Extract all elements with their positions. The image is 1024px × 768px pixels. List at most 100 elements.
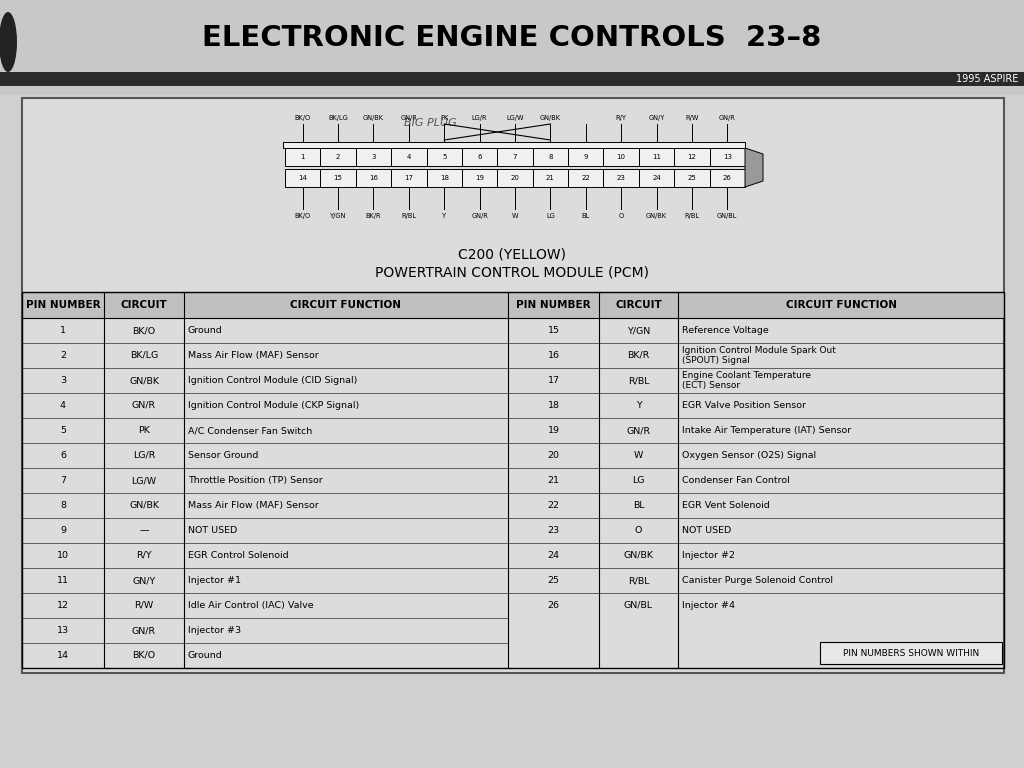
Text: LG: LG <box>632 476 645 485</box>
Bar <box>462 148 498 166</box>
Text: (SPOUT) Signal: (SPOUT) Signal <box>682 356 750 365</box>
Bar <box>639 169 674 187</box>
Bar <box>674 169 710 187</box>
Text: 15: 15 <box>334 175 342 181</box>
Text: 24: 24 <box>548 551 559 560</box>
Text: 2: 2 <box>60 351 66 360</box>
Text: 23: 23 <box>548 526 559 535</box>
Text: BK/O: BK/O <box>295 115 311 121</box>
Text: GN/R: GN/R <box>471 213 488 219</box>
Text: BK/O: BK/O <box>295 213 311 219</box>
Text: Idle Air Control (IAC) Valve: Idle Air Control (IAC) Valve <box>188 601 313 610</box>
Text: BL: BL <box>633 501 644 510</box>
Text: GN/R: GN/R <box>627 426 650 435</box>
Text: PK: PK <box>440 115 449 121</box>
Text: GN/BK: GN/BK <box>540 115 561 121</box>
Text: 26: 26 <box>548 601 559 610</box>
Text: 14: 14 <box>57 651 69 660</box>
Text: GN/Y: GN/Y <box>132 576 156 585</box>
Text: Y: Y <box>442 213 446 219</box>
Text: 25: 25 <box>548 576 559 585</box>
Text: Reference Voltage: Reference Voltage <box>682 326 769 335</box>
Bar <box>639 148 674 166</box>
Text: Engine Coolant Temperature: Engine Coolant Temperature <box>682 371 811 380</box>
Text: PIN NUMBER: PIN NUMBER <box>26 300 100 310</box>
Bar <box>427 169 462 187</box>
Text: BK/R: BK/R <box>628 351 649 360</box>
Text: Injector #3: Injector #3 <box>188 626 241 635</box>
Text: EGR Control Solenoid: EGR Control Solenoid <box>188 551 289 560</box>
Text: EGR Valve Position Sensor: EGR Valve Position Sensor <box>682 401 806 410</box>
Bar <box>462 169 498 187</box>
Text: 12: 12 <box>687 154 696 160</box>
Bar <box>321 169 355 187</box>
Bar <box>22 292 1004 318</box>
Bar <box>498 148 532 166</box>
Text: Ignition Control Module (CID Signal): Ignition Control Module (CID Signal) <box>188 376 357 385</box>
Text: ELECTRONIC ENGINE CONTROLS  23–8: ELECTRONIC ENGINE CONTROLS 23–8 <box>203 24 821 52</box>
Text: BK/O: BK/O <box>132 651 156 660</box>
Text: 5: 5 <box>442 154 446 160</box>
Text: Mass Air Flow (MAF) Sensor: Mass Air Flow (MAF) Sensor <box>188 501 318 510</box>
Bar <box>532 169 568 187</box>
Text: 1: 1 <box>60 326 66 335</box>
Polygon shape <box>745 148 763 187</box>
Text: 16: 16 <box>548 351 559 360</box>
Bar <box>498 169 532 187</box>
Bar <box>391 148 427 166</box>
Bar <box>0 72 1024 86</box>
Bar <box>22 98 1004 673</box>
Text: Mass Air Flow (MAF) Sensor: Mass Air Flow (MAF) Sensor <box>188 351 318 360</box>
Text: CIRCUIT FUNCTION: CIRCUIT FUNCTION <box>785 300 896 310</box>
Text: 15: 15 <box>548 326 559 335</box>
Bar <box>427 148 462 166</box>
Text: 18: 18 <box>548 401 559 410</box>
Text: Condenser Fan Control: Condenser Fan Control <box>682 476 790 485</box>
Text: R/Y: R/Y <box>136 551 152 560</box>
Text: —: — <box>139 526 148 535</box>
Bar <box>532 148 568 166</box>
Text: GN/BL: GN/BL <box>717 213 737 219</box>
Text: 24: 24 <box>652 175 660 181</box>
Bar <box>603 148 639 166</box>
Text: 3: 3 <box>60 376 67 385</box>
Text: 6: 6 <box>477 154 482 160</box>
Text: 17: 17 <box>404 175 414 181</box>
Text: (ECT) Sensor: (ECT) Sensor <box>682 381 740 390</box>
Text: LG/W: LG/W <box>506 115 523 121</box>
Bar <box>674 148 710 166</box>
Bar <box>285 148 321 166</box>
Text: POWERTRAIN CONTROL MODULE (PCM): POWERTRAIN CONTROL MODULE (PCM) <box>375 265 649 279</box>
Text: PK: PK <box>138 426 150 435</box>
Text: R/Y: R/Y <box>615 115 627 121</box>
Text: 25: 25 <box>687 175 696 181</box>
Text: GN/Y: GN/Y <box>648 115 665 121</box>
Text: BIG PLUG: BIG PLUG <box>403 118 457 128</box>
Text: 26: 26 <box>723 175 732 181</box>
Text: 3: 3 <box>372 154 376 160</box>
Text: A/C Condenser Fan Switch: A/C Condenser Fan Switch <box>188 426 312 435</box>
Text: W: W <box>634 451 643 460</box>
Bar <box>710 169 745 187</box>
Text: C200 (YELLOW): C200 (YELLOW) <box>458 248 566 262</box>
Text: Intake Air Temperature (IAT) Sensor: Intake Air Temperature (IAT) Sensor <box>682 426 851 435</box>
Text: BK/O: BK/O <box>132 326 156 335</box>
Text: GN/BK: GN/BK <box>362 115 384 121</box>
Bar <box>22 292 1004 668</box>
Text: BK/LG: BK/LG <box>329 115 348 121</box>
Text: R/BL: R/BL <box>628 376 649 385</box>
Text: LG/R: LG/R <box>472 115 487 121</box>
Text: GN/R: GN/R <box>132 401 156 410</box>
Text: 16: 16 <box>369 175 378 181</box>
Text: Y: Y <box>636 401 641 410</box>
Text: 21: 21 <box>546 175 555 181</box>
Text: 4: 4 <box>60 401 66 410</box>
Text: R/W: R/W <box>685 115 698 121</box>
Text: GN/R: GN/R <box>400 115 418 121</box>
Text: 14: 14 <box>298 175 307 181</box>
Text: 11: 11 <box>57 576 69 585</box>
Bar <box>391 169 427 187</box>
Text: EGR Vent Solenoid: EGR Vent Solenoid <box>682 501 770 510</box>
Text: 8: 8 <box>548 154 553 160</box>
Bar <box>568 169 603 187</box>
